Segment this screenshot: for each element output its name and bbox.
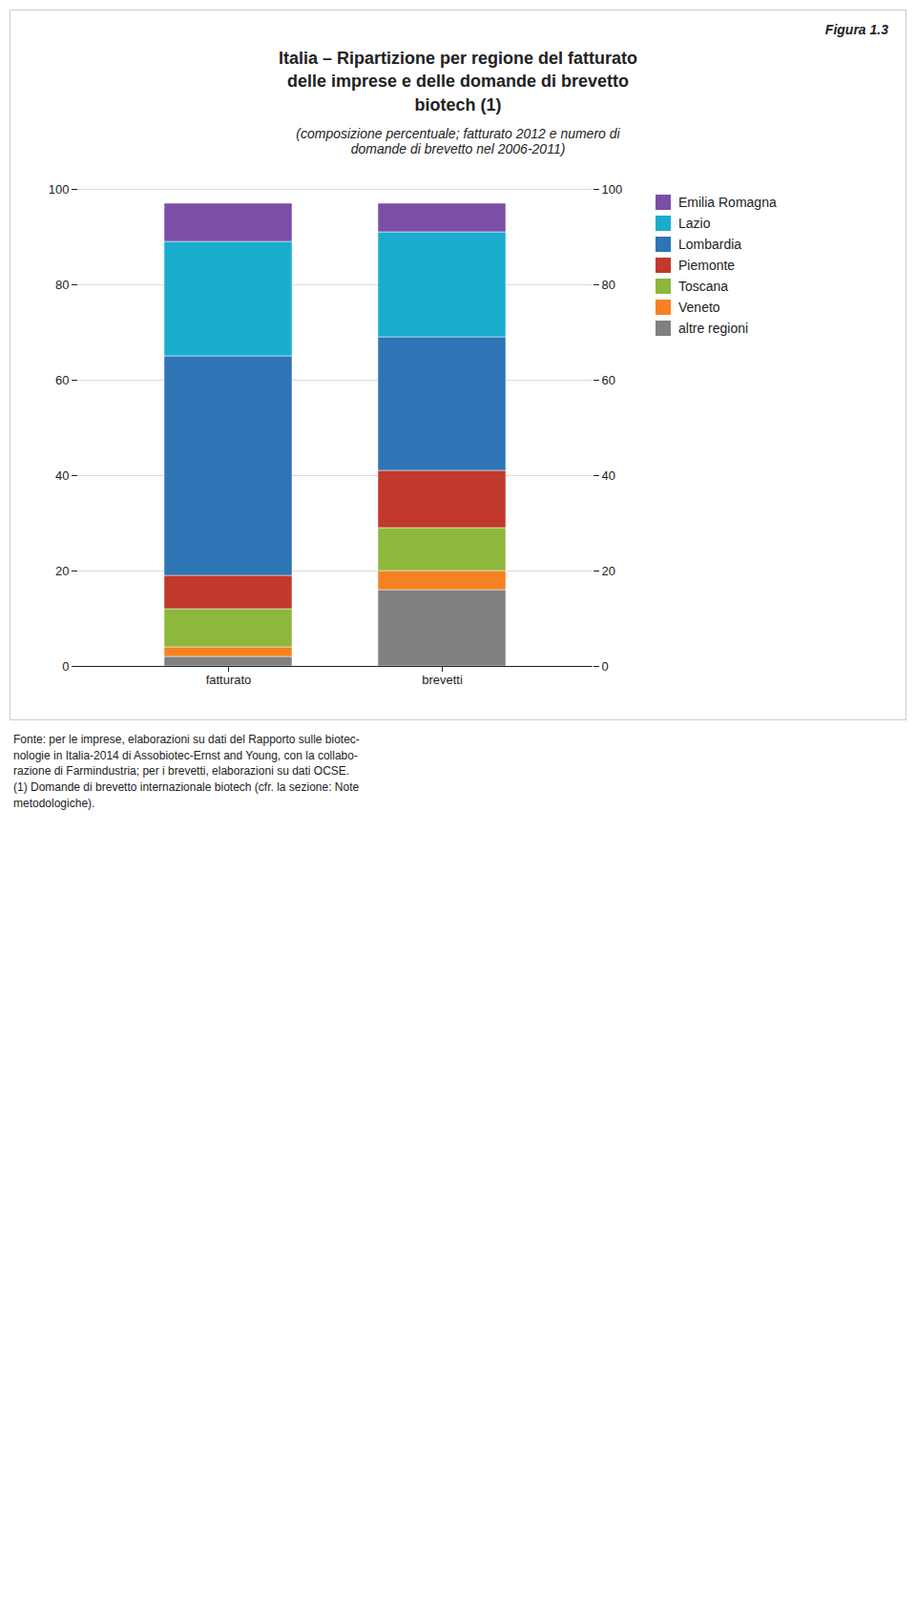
html-text:Lazio: Lazio <box>678 215 711 231</box>
svg-text:40: 40 <box>55 468 69 483</box>
html-text:Italia – Ripartizione per regi: Italia – Ripartizione per regione del fa… <box>278 48 638 68</box>
svg-text:80: 80 <box>602 277 616 292</box>
svg-text:100: 100 <box>48 182 70 197</box>
html-text:Veneto: Veneto <box>678 299 721 315</box>
html-text:Figura 1.3: Figura 1.3 <box>825 21 889 38</box>
svg-text:60: 60 <box>602 373 616 388</box>
svg-text:100: 100 <box>602 182 624 197</box>
html-text:delle imprese e delle domande: delle imprese e delle domande di brevett… <box>287 71 629 91</box>
svg-text:80: 80 <box>55 277 69 292</box>
html-text:Piemonte: Piemonte <box>678 257 735 273</box>
html-text:Toscana: Toscana <box>678 278 729 294</box>
svg-text:20: 20 <box>602 563 616 579</box>
svg-text:20: 20 <box>55 563 69 579</box>
svg-text:0: 0 <box>602 659 609 674</box>
html-text:Fonte: per le imprese, elabora: Fonte: per le imprese, elaborazioni su d… <box>13 732 360 811</box>
svg-text:fatturato: fatturato <box>206 672 252 687</box>
html-text:altre regioni: altre regioni <box>678 320 749 336</box>
svg-text:40: 40 <box>602 468 616 483</box>
html-text:(composizione percentuale; fat: (composizione percentuale; fatturato 201… <box>296 125 620 157</box>
svg-text:0: 0 <box>62 659 69 674</box>
html-text:biotech (1): biotech (1) <box>414 95 502 115</box>
html-text:Emilia Romagna: Emilia Romagna <box>678 194 777 210</box>
svg-text:60: 60 <box>55 373 69 388</box>
html-text:Lombardia: Lombardia <box>678 236 742 252</box>
svg-text:brevetti: brevetti <box>421 672 463 687</box>
